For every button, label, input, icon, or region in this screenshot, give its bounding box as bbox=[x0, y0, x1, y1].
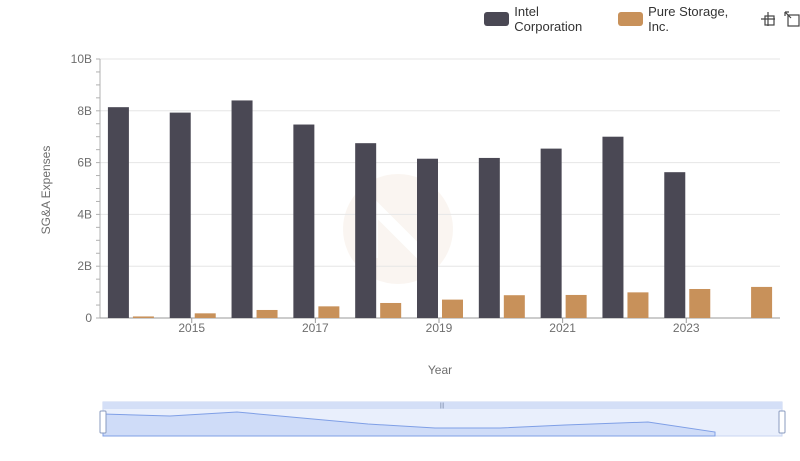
navigator-grip-icon[interactable]: ||| bbox=[440, 403, 445, 409]
pure-storage-bar-2014[interactable] bbox=[132, 316, 154, 318]
intel-bar-2016[interactable] bbox=[231, 100, 253, 318]
intel-bar-2015[interactable] bbox=[169, 112, 191, 318]
x-tick-label: 2021 bbox=[549, 321, 576, 335]
x-tick-label: 2017 bbox=[302, 321, 329, 335]
legend-item-intel[interactable]: Intel Corporation bbox=[484, 4, 608, 34]
intel-bar-2023[interactable] bbox=[664, 172, 686, 318]
navigator-series-area bbox=[102, 411, 716, 437]
pure-storage-bar-2022[interactable] bbox=[627, 292, 649, 318]
pure-storage-bar-2019[interactable] bbox=[442, 299, 463, 318]
y-axis: 0 2B 4B 6B 8B 10B bbox=[71, 52, 101, 325]
legend-item-pure-storage[interactable]: Pure Storage, Inc. bbox=[617, 4, 750, 34]
pure-storage-bar-2018[interactable] bbox=[380, 302, 402, 318]
x-tick-label: 2023 bbox=[673, 321, 700, 335]
bars bbox=[107, 100, 773, 318]
x-tick-label: 2015 bbox=[178, 321, 205, 335]
x-axis: 2015 2017 2019 2021 2023 bbox=[100, 317, 780, 335]
zoom-select-icon[interactable] bbox=[760, 11, 776, 27]
zoom-reset-icon[interactable] bbox=[784, 11, 800, 27]
navigator-right-handle[interactable] bbox=[778, 410, 786, 434]
y-tick-label: 0 bbox=[85, 311, 92, 325]
navigator-top-bar[interactable] bbox=[103, 402, 782, 409]
pure-storage-bar-2021[interactable] bbox=[565, 294, 587, 318]
pure-storage-bar-2017[interactable] bbox=[318, 306, 340, 318]
intel-bar-2022[interactable] bbox=[602, 136, 624, 318]
x-tick-label: 2019 bbox=[426, 321, 453, 335]
legend: Intel Corporation Pure Storage, Inc. bbox=[484, 4, 800, 34]
chart-tools bbox=[760, 11, 800, 27]
pure-storage-bar-2020[interactable] bbox=[503, 295, 525, 318]
y-tick-label: 6B bbox=[77, 156, 92, 170]
legend-label-intel: Intel Corporation bbox=[514, 4, 583, 34]
navigator-left-handle[interactable] bbox=[99, 410, 107, 434]
intel-bar-2020[interactable] bbox=[478, 157, 500, 318]
range-navigator[interactable]: ||| bbox=[99, 401, 786, 437]
y-tick-label: 2B bbox=[77, 259, 92, 273]
legend-swatch-intel bbox=[484, 12, 510, 26]
pure-storage-bar-2024[interactable] bbox=[751, 286, 773, 318]
pure-storage-bar-2015[interactable] bbox=[194, 313, 216, 318]
y-axis-title: SG&A Expenses bbox=[39, 146, 53, 235]
intel-bar-2018[interactable] bbox=[355, 143, 377, 318]
y-tick-label: 4B bbox=[77, 207, 92, 221]
pure-storage-bar-2016[interactable] bbox=[256, 309, 278, 318]
intel-bar-2021[interactable] bbox=[540, 148, 562, 318]
y-tick-label: 8B bbox=[77, 104, 92, 118]
legend-swatch-pure-storage bbox=[617, 12, 644, 26]
intel-bar-2014[interactable] bbox=[107, 107, 129, 318]
x-axis-title: Year bbox=[428, 363, 452, 377]
pure-storage-bar-2023[interactable] bbox=[689, 288, 711, 318]
legend-label-pure-storage: Pure Storage, Inc. bbox=[648, 4, 729, 34]
intel-bar-2017[interactable] bbox=[293, 124, 315, 318]
intel-bar-2019[interactable] bbox=[417, 158, 438, 318]
y-tick-label: 10B bbox=[71, 52, 92, 66]
